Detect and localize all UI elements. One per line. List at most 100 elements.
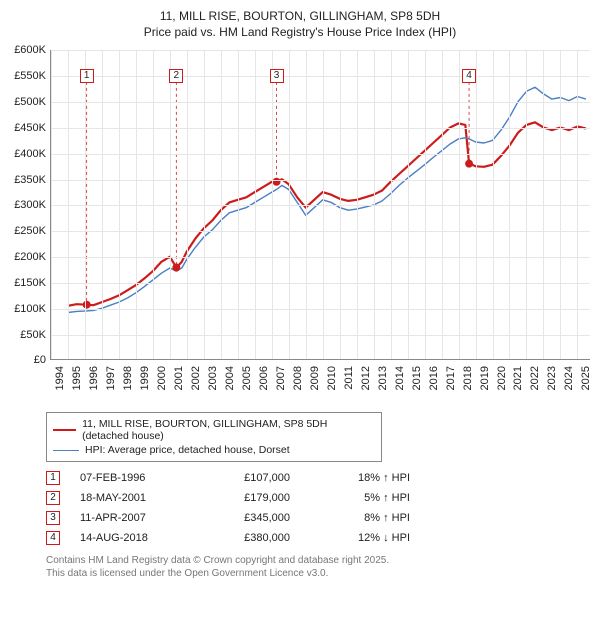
gridline-v [408, 50, 409, 359]
sale-hpi: 5% ↑ HPI [310, 492, 410, 504]
chart-title: 11, MILL RISE, BOURTON, GILLINGHAM, SP8 … [10, 8, 590, 40]
x-axis-label: 2013 [377, 366, 389, 390]
sale-date: 18-MAY-2001 [80, 492, 190, 504]
x-axis-label: 2011 [343, 366, 355, 390]
x-axis-label: 2002 [190, 366, 202, 390]
title-line1: 11, MILL RISE, BOURTON, GILLINGHAM, SP8 … [160, 9, 440, 23]
gridline-v [493, 50, 494, 359]
legend-item: 11, MILL RISE, BOURTON, GILLINGHAM, SP8 … [53, 417, 375, 443]
x-axis-label: 2004 [224, 366, 236, 390]
x-axis-label: 2010 [326, 366, 338, 390]
gridline-v [306, 50, 307, 359]
x-axis-label: 2012 [360, 366, 372, 390]
x-axis-label: 2001 [173, 366, 185, 390]
sale-date: 07-FEB-1996 [80, 472, 190, 484]
gridline-v [425, 50, 426, 359]
gridline-v [374, 50, 375, 359]
footer-line1: Contains HM Land Registry data © Crown c… [46, 555, 389, 566]
x-axis-label: 1996 [88, 366, 100, 390]
x-axis-label: 2014 [394, 366, 406, 390]
x-axis-label: 2018 [462, 366, 474, 390]
footer-line2: This data is licensed under the Open Gov… [46, 568, 328, 579]
gridline-v [153, 50, 154, 359]
gridline-v [526, 50, 527, 359]
sale-row-marker: 4 [46, 531, 60, 545]
x-axis-label: 2005 [241, 366, 253, 390]
x-axis-label: 2000 [156, 366, 168, 390]
gridline-v [543, 50, 544, 359]
x-axis-label: 1995 [71, 366, 83, 390]
x-axis-label: 2025 [580, 366, 592, 390]
sale-hpi: 18% ↑ HPI [310, 472, 410, 484]
x-axis-label: 1998 [122, 366, 134, 390]
gridline-v [68, 50, 69, 359]
sale-row-marker: 2 [46, 491, 60, 505]
y-axis-label: £450K [6, 122, 46, 134]
gridline-v [577, 50, 578, 359]
legend-swatch [53, 450, 79, 451]
gridline-v [102, 50, 103, 359]
gridline-v [323, 50, 324, 359]
x-axis-label: 1999 [139, 366, 151, 390]
sale-row: 1 07-FEB-1996 £107,000 18% ↑ HPI [46, 468, 590, 488]
gridline-v [560, 50, 561, 359]
plot-area: 1234 [50, 50, 590, 360]
x-axis-label: 2024 [563, 366, 575, 390]
gridline-v [272, 50, 273, 359]
legend-swatch [53, 429, 76, 431]
sale-price: £345,000 [210, 512, 290, 524]
x-axis-label: 1994 [54, 366, 66, 390]
sale-price: £107,000 [210, 472, 290, 484]
sale-date: 14-AUG-2018 [80, 532, 190, 544]
gridline-v [238, 50, 239, 359]
x-axis-label: 2015 [411, 366, 423, 390]
x-axis-label: 2023 [546, 366, 558, 390]
legend-label: 11, MILL RISE, BOURTON, GILLINGHAM, SP8 … [82, 418, 375, 442]
y-axis-label: £200K [6, 251, 46, 263]
y-axis-label: £600K [6, 44, 46, 56]
sale-marker-box: 2 [169, 69, 183, 83]
y-axis-label: £300K [6, 199, 46, 211]
x-axis-label: 2007 [275, 366, 287, 390]
title-line2: Price paid vs. HM Land Registry's House … [144, 25, 456, 39]
sale-hpi: 8% ↑ HPI [310, 512, 410, 524]
x-axis-label: 2022 [529, 366, 541, 390]
gridline-v [85, 50, 86, 359]
y-axis-label: £250K [6, 225, 46, 237]
y-axis-label: £150K [6, 277, 46, 289]
sales-table: 1 07-FEB-1996 £107,000 18% ↑ HPI 2 18-MAY-200… [46, 468, 590, 548]
sale-row: 311-APR-2007£345,0008% ↑ HPI [46, 508, 590, 528]
sale-date: 11-APR-2007 [80, 512, 190, 524]
footer-attribution: Contains HM Land Registry data © Crown c… [46, 554, 590, 580]
y-axis-label: £0 [6, 354, 46, 366]
sale-row: 414-AUG-2018£380,00012% ↓ HPI [46, 528, 590, 548]
gridline-v [187, 50, 188, 359]
sale-marker-box: 3 [270, 69, 284, 83]
x-axis-label: 2021 [512, 366, 524, 390]
x-axis-label: 2009 [309, 366, 321, 390]
legend-item: HPI: Average price, detached house, Dors… [53, 443, 375, 457]
y-axis-label: £100K [6, 303, 46, 315]
y-axis-label: £400K [6, 148, 46, 160]
gridline-v [255, 50, 256, 359]
sale-marker-dot [172, 264, 180, 272]
sale-price: £380,000 [210, 532, 290, 544]
series-line [68, 123, 586, 306]
sale-row-marker: 1 [46, 471, 60, 485]
gridline-v [51, 50, 52, 359]
sale-marker-dot [465, 160, 473, 168]
x-axis-label: 2019 [479, 366, 491, 390]
legend: 11, MILL RISE, BOURTON, GILLINGHAM, SP8 … [46, 412, 382, 462]
sale-price: £179,000 [210, 492, 290, 504]
x-axis-label: 2016 [428, 366, 440, 390]
gridline-v [442, 50, 443, 359]
x-axis-label: 2017 [445, 366, 457, 390]
sale-marker-box: 1 [80, 69, 94, 83]
gridline-v [170, 50, 171, 359]
gridline-v [391, 50, 392, 359]
y-axis-label: £550K [6, 70, 46, 82]
gridline-v [136, 50, 137, 359]
x-axis-label: 2020 [496, 366, 508, 390]
y-axis-label: £50K [6, 329, 46, 341]
x-axis-label: 2003 [207, 366, 219, 390]
